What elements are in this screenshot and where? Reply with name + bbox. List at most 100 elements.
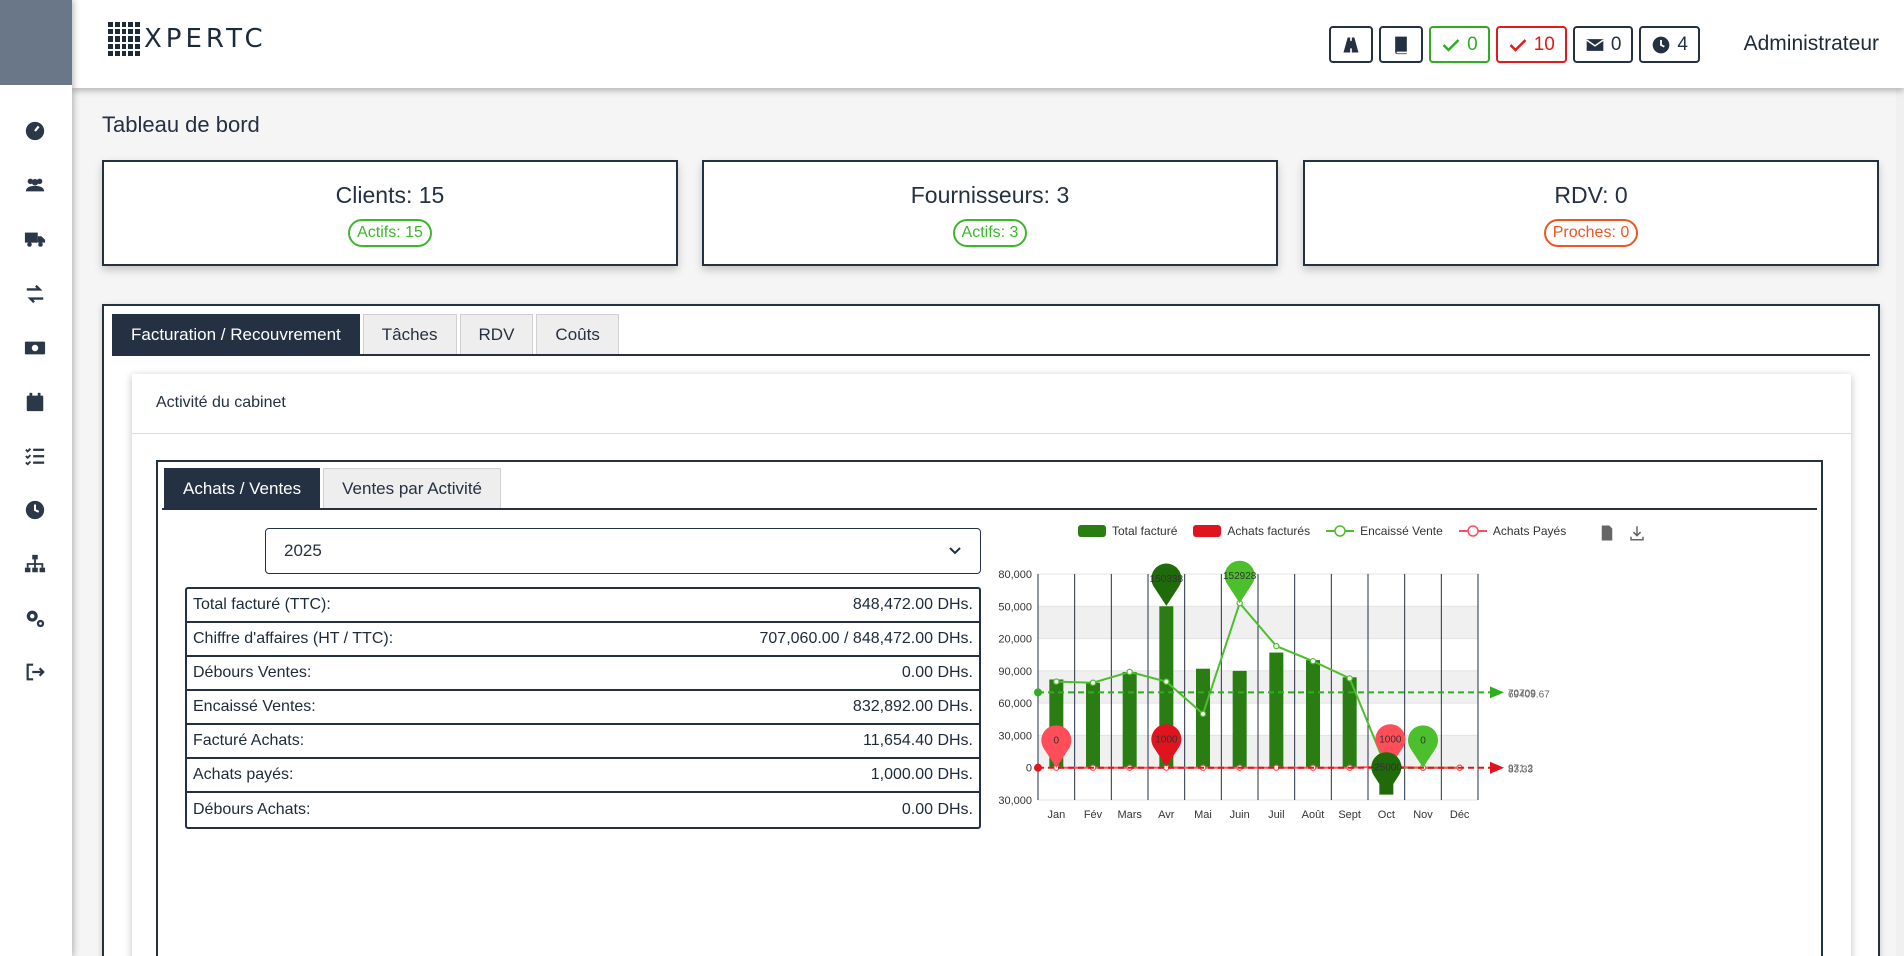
data-marker-pin [1151,563,1182,606]
road-icon [1343,37,1359,52]
data-marker-label: 1000 [1155,735,1178,746]
scrollbar[interactable] [1896,0,1904,956]
tab-taches[interactable]: Tâches [362,314,457,354]
logo-grid-icon [108,22,140,56]
average-line-label: 70709 [1508,688,1536,699]
data-marker-label: 0 [1420,736,1426,747]
download-icon[interactable] [1628,524,1646,542]
totals-value: 0.00 DHs. [901,801,973,818]
tab-achats-ventes[interactable]: Achats / Ventes [164,468,321,508]
stat-pill: Actifs: 3 [952,219,1028,247]
legend-item[interactable]: Achats Payés [1458,524,1566,538]
settings-icon[interactable] [22,605,48,631]
totals-label: Chiffre d'affaires (HT / TTC): [193,630,394,647]
stat-card-rdv[interactable]: RDV: 0 Proches: 0 [1303,160,1879,266]
totals-value: 0.00 DHs. [901,664,973,681]
bar-total-facture [1342,677,1357,768]
data-marker-label: 152928 [1223,571,1257,582]
tasks-done-button[interactable]: 0 [1429,26,1490,63]
check-icon [1442,38,1460,52]
calendar-icon[interactable] [22,389,48,415]
check-icon [1509,38,1527,52]
stat-card-clients[interactable]: Clients: 15 Actifs: 15 [102,160,678,266]
x-tick-label: Mars [1117,809,1142,821]
encaisse-vente-point [1273,642,1280,650]
data-marker-pin [1408,725,1438,768]
clock-icon[interactable] [22,497,48,523]
legend-item[interactable]: Encaissé Vente [1326,524,1443,538]
data-marker-pin [1151,724,1182,767]
data-marker-label: -25000 [1371,763,1403,774]
totals-row: Débours Ventes: 0.00 DHs. [187,657,979,691]
totals-value: 11,654.40 DHs. [863,732,973,749]
sidebar-brand-block [0,0,72,85]
reminders-button[interactable]: 4 [1639,26,1700,63]
average-line-label: 83.33 [1508,765,1533,776]
bar-total-facture [1196,668,1210,768]
totals-label: Facturé Achats: [193,732,305,749]
logout-icon[interactable] [22,659,48,685]
y-tick-label: 150,000 [998,601,1032,613]
totals-label: Débours Ventes: [193,664,312,681]
money-icon[interactable] [22,335,48,361]
totals-label: Total facturé (TTC): [193,596,331,613]
transfer-icon[interactable] [22,281,48,307]
y-tick-label: 30,000 [998,730,1032,742]
x-tick-label: Déc [1450,809,1470,821]
average-line-label: 69409.67 [1508,689,1550,700]
tab-rdv[interactable]: RDV [459,314,534,354]
tasks-late-button[interactable]: 10 [1495,26,1567,63]
stat-title: Fournisseurs: 3 [910,182,1070,208]
y-tick-label: 120,000 [998,634,1032,646]
average-line-label: 971.2 [1508,764,1533,775]
sitemap-icon[interactable] [22,551,48,577]
chart-legend: Total facturé Achats facturés Encaissé V… [1078,524,1566,538]
book-button[interactable] [1379,26,1424,63]
totals-row: Encaissé Ventes: 832,892.00 DHs. [187,691,979,725]
chevron-down-icon [949,547,961,555]
page-title: Tableau de bord [102,112,260,137]
tab-couts[interactable]: Coûts [536,314,619,354]
stat-pill: Actifs: 15 [348,219,432,247]
stat-title: RDV: 0 [1554,182,1628,208]
encaisse-vente-point [1309,657,1317,665]
y-tick-label: 90,000 [998,666,1032,678]
legend-item[interactable]: Achats facturés [1193,524,1310,538]
totals-value: 707,060.00 / 848,472.00 DHs. [759,630,974,647]
users-icon[interactable] [22,172,48,198]
stat-pill: Proches: 0 [1543,219,1639,247]
totals-row: Total facturé (TTC): 848,472.00 DHs. [187,589,979,623]
data-marker-pin [1224,560,1255,604]
card-title: Activité du cabinet [132,374,1851,434]
truck-icon[interactable] [22,226,48,252]
tab-ventes-par-activite[interactable]: Ventes par Activité [323,468,502,508]
road-button[interactable] [1329,26,1374,63]
user-menu[interactable]: Administrateur [1743,32,1879,55]
totals-value: 832,892.00 DHs. [852,698,973,715]
encaisse-vente-point [1346,675,1353,682]
year-select[interactable]: 2025 [265,528,981,574]
totals-table: Total facturé (TTC): 848,472.00 DHs. Chiff… [185,587,981,829]
data-marker-pin [1371,752,1402,795]
encaisse-vente-point [1053,678,1060,685]
totals-row: Achats payés: 1,000.00 DHs. [187,759,979,793]
x-tick-label: Nov [1413,809,1433,821]
bar-total-facture [1306,660,1320,768]
tab-facturation[interactable]: Facturation / Recouvrement [112,314,360,354]
messages-button[interactable]: 0 [1572,26,1634,63]
book-icon [1395,36,1407,54]
clock-icon [1653,36,1670,53]
main-panel: Facturation / Recouvrement Tâches RDV Co… [102,304,1880,956]
data-view-icon[interactable] [1598,524,1616,542]
dashboard-icon[interactable] [22,118,48,144]
x-tick-label: Juin [1230,809,1250,821]
tasks-icon[interactable] [22,443,48,469]
x-tick-label: Juil [1268,809,1285,821]
encaisse-vente-point [1163,678,1170,685]
stat-title: Clients: 15 [335,182,445,208]
stat-card-suppliers[interactable]: Fournisseurs: 3 Actifs: 3 [702,160,1278,266]
legend-item[interactable]: Total facturé [1078,524,1177,538]
totals-label: Achats payés: [193,766,294,783]
tabs-divider [112,354,1870,356]
brand-logo[interactable]: XPERTC [108,22,267,56]
